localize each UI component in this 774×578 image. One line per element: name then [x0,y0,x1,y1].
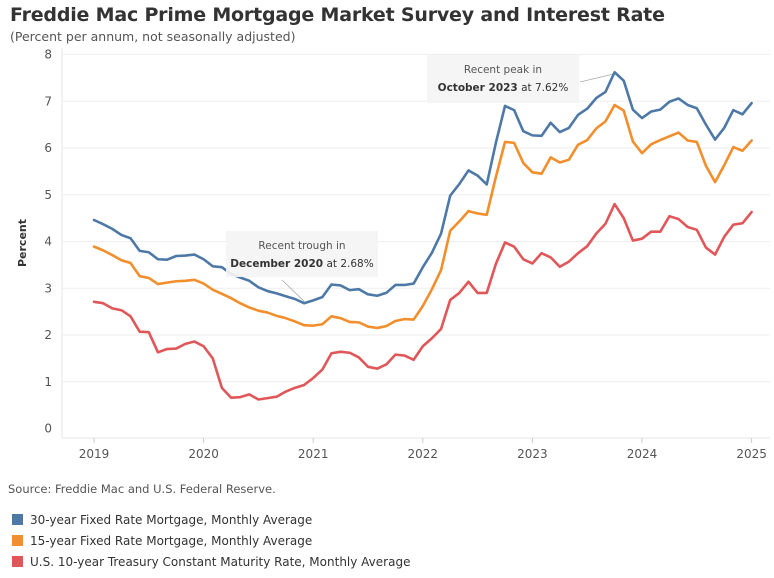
annotation-peak-line1: Recent peak in [464,64,542,76]
series-line-15yr [92,103,753,330]
annotation-leader-peak [579,73,613,83]
legend-label-15yr: 15-year Fixed Rate Mortgage, Monthly Ave… [30,533,313,548]
annotation-trough-value: at 2.68% [323,258,374,270]
legend-item-30yr[interactable]: 30-year Fixed Rate Mortgage, Monthly Ave… [12,509,410,530]
legend-label-treasury: U.S. 10-year Treasury Constant Maturity … [30,554,411,569]
x-tick-label: 2022 [408,447,439,461]
legend: 30-year Fixed Rate Mortgage, Monthly Ave… [12,509,410,572]
y-tick-label: 5 [44,188,52,202]
annotation-peak-box [427,55,579,103]
annotation-peak-value: at 7.62% [518,82,569,94]
x-tick-label: 2019 [79,447,110,461]
y-tick-label: 3 [44,281,52,295]
y-axis-label: Percent [16,219,29,267]
line-chart: 0 1 2 3 4 5 6 7 8 Percent 2019 2020 2021 2022 2023 2024… [16,48,770,461]
chart-title: Freddie Mac Prime Mortgage Market Survey… [10,4,665,26]
y-tick-label: 2 [44,328,52,342]
y-tick-label: 7 [44,94,52,108]
legend-item-treasury[interactable]: U.S. 10-year Treasury Constant Maturity … [12,551,410,572]
x-tick-label: 2020 [188,447,219,461]
y-tick-label: 0 [44,422,52,436]
legend-swatch-treasury [12,556,23,567]
y-tick-label: 4 [44,235,52,249]
source-note: Source: Freddie Mac and U.S. Federal Res… [8,482,276,496]
annotation-trough-date: December 2020 [230,258,323,270]
x-tick-label: 2021 [298,447,329,461]
legend-item-15yr[interactable]: 15-year Fixed Rate Mortgage, Monthly Ave… [12,530,410,551]
x-tick-label: 2025 [736,447,767,461]
annotation-peak-line2: October 2023 at 7.62% [438,82,569,94]
y-tick-label: 8 [44,48,52,62]
legend-swatch-30yr [12,514,23,525]
x-tick-label: 2023 [517,447,548,461]
annotation-trough-line1: Recent trough in [258,240,345,252]
annotation-trough-box [226,231,378,277]
x-tick-label: 2024 [627,447,658,461]
series-line-30yr [92,70,753,305]
series-line-treasury [92,202,753,401]
y-tick-label: 6 [44,141,52,155]
y-tick-label: 1 [44,375,52,389]
legend-label-30yr: 30-year Fixed Rate Mortgage, Monthly Ave… [30,512,313,527]
annotation-trough-line2: December 2020 at 2.68% [230,258,373,270]
chart-subtitle: (Percent per annum, not seasonally adjus… [10,29,296,44]
legend-swatch-15yr [12,535,23,546]
annotation-peak-date: October 2023 [438,82,518,94]
annotation-leader-trough [281,279,305,302]
